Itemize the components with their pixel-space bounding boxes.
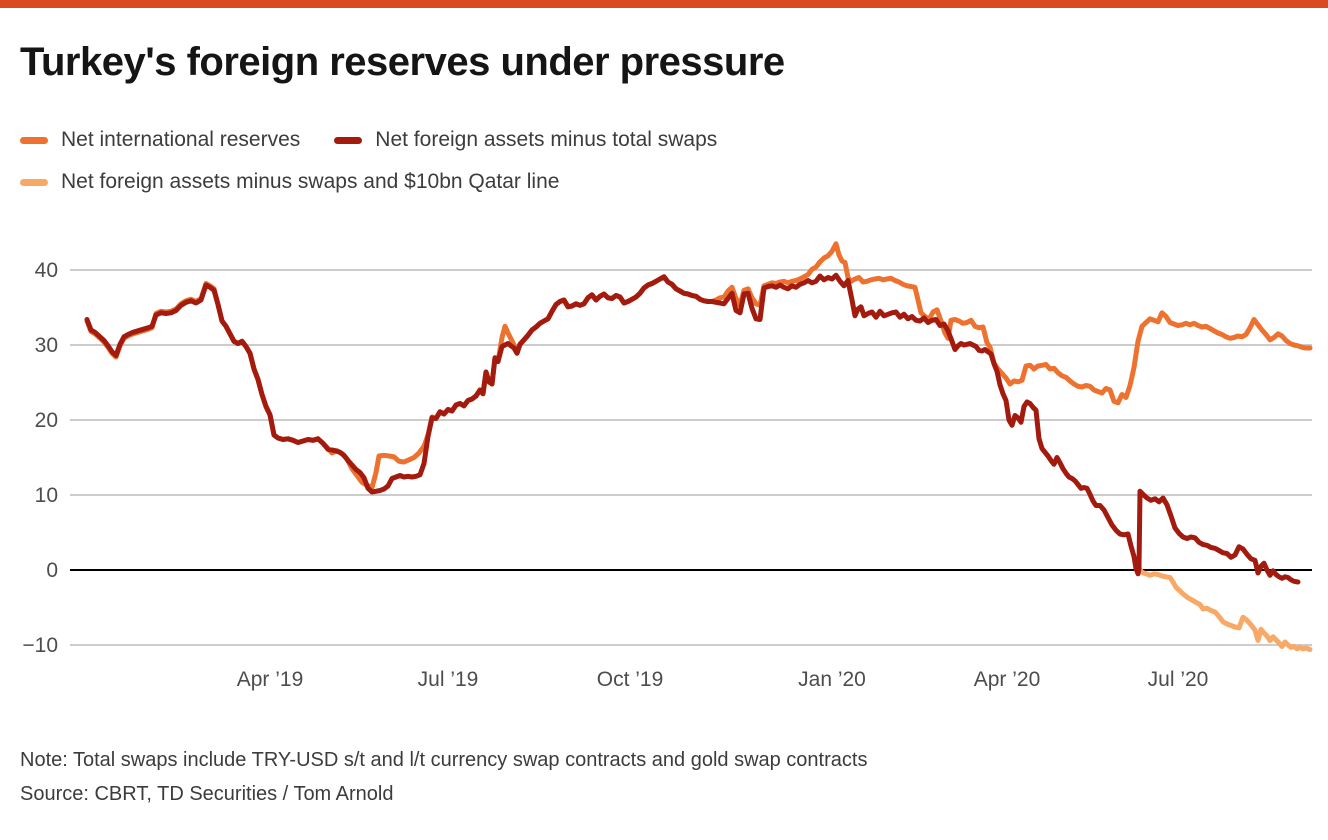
legend-label: Net international reserves [61, 128, 301, 151]
series-line [84, 241, 1313, 490]
legend-swatch-dark-red-icon [334, 136, 363, 144]
y-axis-tick-label: 20 [35, 409, 58, 432]
y-axis-tick-label: 40 [35, 259, 58, 282]
legend-row-1: Net international reserves Net foreign a… [20, 128, 1310, 152]
legend-item-net-foreign-assets-minus-total-swaps: Net foreign assets minus total swaps [334, 128, 717, 152]
x-axis-tick-label: Apr ’19 [237, 668, 304, 691]
legend-row-2: Net foreign assets minus swaps and $10bn… [20, 170, 1310, 194]
y-axis-tick-label: −10 [22, 634, 58, 657]
x-axis-tick-label: Oct ’19 [597, 668, 664, 691]
legend-label: Net foreign assets minus total swaps [375, 128, 718, 151]
chart-title: Turkey's foreign reserves under pressure [20, 40, 785, 84]
y-axis-tick-label: 10 [35, 484, 58, 507]
legend-swatch-light-orange-icon [20, 178, 48, 186]
x-axis-tick-label: Jan ’20 [798, 668, 866, 691]
x-axis-tick-label: Apr ’20 [974, 668, 1041, 691]
x-axis-tick-label: Jul ’20 [1148, 668, 1209, 691]
legend: Net international reserves Net foreign a… [20, 128, 1310, 212]
series-line [84, 272, 1301, 585]
chart-source: Source: CBRT, TD Securities / Tom Arnold [20, 783, 394, 805]
legend-item-net-international-reserves: Net international reserves [20, 128, 300, 152]
top-accent-bar [0, 0, 1328, 8]
legend-item-net-foreign-assets-minus-swaps-qatar: Net foreign assets minus swaps and $10bn… [20, 170, 559, 194]
legend-swatch-orange-icon [20, 136, 48, 144]
x-axis-tick-label: Jul ’19 [418, 668, 479, 691]
chart-note: Note: Total swaps include TRY-USD s/t an… [20, 749, 868, 771]
series-line [1133, 557, 1313, 652]
legend-label: Net foreign assets minus swaps and $10bn… [61, 170, 560, 193]
y-axis-tick-label: 0 [46, 559, 58, 582]
y-axis-tick-label: 30 [35, 334, 58, 357]
